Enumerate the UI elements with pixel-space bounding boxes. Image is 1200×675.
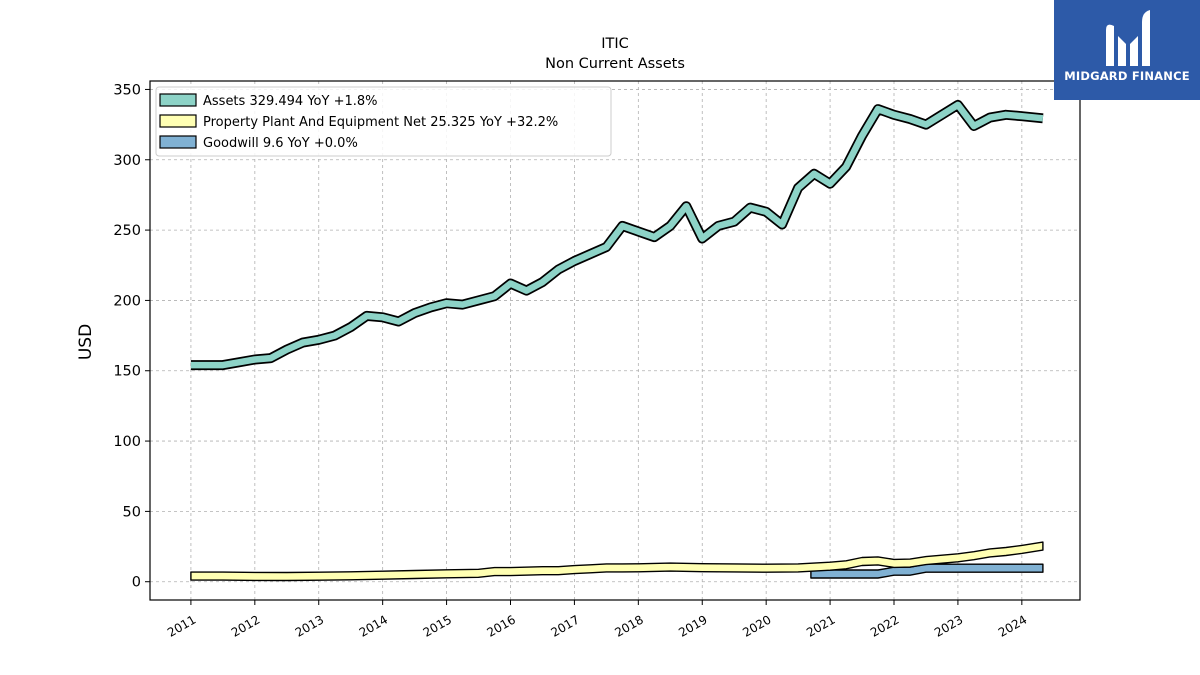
legend-label: Property Plant And Equipment Net 25.325 …: [203, 115, 558, 130]
x-tick-label: 2014: [357, 612, 390, 639]
x-tick-label: 2016: [485, 612, 518, 639]
y-tick-label: 350: [113, 82, 141, 98]
series-band: [190, 541, 1044, 582]
x-tick-label: 2013: [293, 612, 326, 639]
y-axis-label: USD: [76, 324, 96, 360]
x-tick-label: 2015: [421, 612, 454, 639]
chart-title: ITIC: [601, 36, 629, 52]
x-tick-label: 2024: [996, 612, 1029, 639]
y-tick-label: 250: [113, 223, 141, 239]
legend-swatch: [159, 93, 197, 107]
y-tick-label: 300: [113, 153, 141, 169]
x-tick-label: 2017: [548, 612, 581, 639]
x-tick-label: 2021: [804, 612, 837, 639]
series-line: [190, 101, 1044, 369]
legend-swatch: [159, 114, 197, 128]
legend-label: Goodwill 9.6 YoY +0.0%: [203, 136, 358, 151]
legend: Assets 329.494 YoY +1.8% Property Plant A…: [155, 86, 612, 157]
y-tick-label: 50: [123, 504, 141, 520]
x-tick-label: 2023: [932, 612, 965, 639]
legend-frame: [155, 86, 612, 157]
x-tick-label: 2012: [229, 612, 262, 639]
brand-logo: MIDGARD FINANCE: [1054, 0, 1200, 100]
chart-subtitle: Non Current Assets: [545, 56, 685, 72]
legend-swatch: [159, 135, 197, 149]
logo-text: MIDGARD FINANCE: [1064, 69, 1190, 83]
x-tick-label: 2011: [165, 612, 198, 639]
series-layer: [190, 99, 1044, 582]
x-tick-label: 2019: [676, 612, 709, 639]
legend-label: Assets 329.494 YoY +1.8%: [203, 94, 378, 109]
y-tick-label: 0: [132, 575, 141, 591]
series-property-plant-and-equipment-net: [190, 541, 1044, 582]
midgard-logo-icon: [1106, 10, 1150, 67]
series-assets: [190, 99, 1044, 371]
plot-frame: [149, 80, 1081, 601]
y-tick-label: 150: [113, 364, 141, 380]
x-tick-label: 2020: [740, 612, 773, 639]
x-tick-label: 2018: [612, 612, 645, 639]
x-tick-label: 2022: [868, 612, 901, 639]
y-tick-label: 200: [113, 293, 141, 309]
grid: [150, 81, 1080, 600]
y-tick-label: 100: [113, 434, 141, 450]
